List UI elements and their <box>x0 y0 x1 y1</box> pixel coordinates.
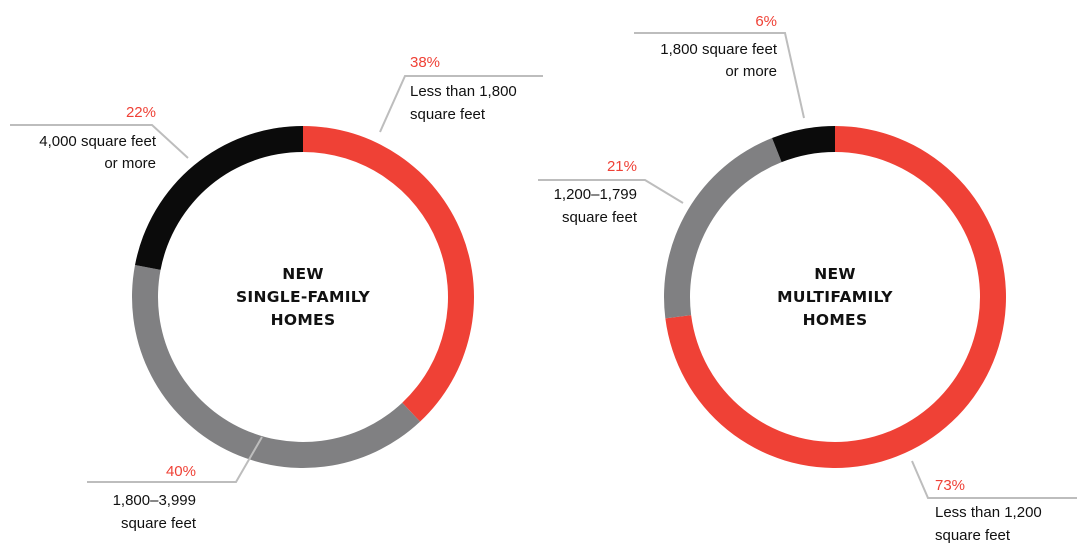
slice-value-label: 21% <box>607 158 637 175</box>
center-label-line: HOMES <box>271 311 336 329</box>
slice-value-label: 6% <box>755 13 777 30</box>
center-label-line: NEW <box>282 265 324 283</box>
leader-line <box>10 124 189 159</box>
slice-category-label: or more <box>725 63 777 80</box>
donut-chart-1: NEW SINGLE-FAMILY HOMES 38% Less than 1,800 s… <box>10 54 543 532</box>
slice-category-label: Less than 1,200 <box>935 504 1042 521</box>
slice-category-label: or more <box>104 155 156 172</box>
center-label-line: SINGLE-FAMILY <box>236 288 371 306</box>
leader-line <box>379 75 543 133</box>
donut-chart-2: NEW MULTIFAMILY HOMES 73% Less than 1,200 squ… <box>538 13 1077 544</box>
slice-value-label: 22% <box>126 104 156 121</box>
center-label-line: NEW <box>814 265 856 283</box>
slice-category-label: 1,800–3,999 <box>113 492 196 509</box>
donut-slice-1-1 <box>303 126 474 422</box>
leader-line <box>634 32 805 119</box>
slice-category-label: square feet <box>562 209 638 226</box>
donut-slice-1-3 <box>135 125 303 270</box>
slice-category-label: square feet <box>410 106 486 123</box>
slice-category-label: square feet <box>121 515 197 532</box>
leader-line <box>87 436 263 483</box>
slice-value-label: 73% <box>935 477 965 494</box>
donut-slice-2-3 <box>772 126 835 163</box>
leader-line <box>911 460 1077 499</box>
center-label-line: MULTIFAMILY <box>777 288 893 306</box>
slice-category-label: Less than 1,800 <box>410 83 517 100</box>
slice-category-label: 1,800 square feet <box>660 41 778 58</box>
slice-category-label: 4,000 square feet <box>39 133 157 150</box>
donut-slice-1-2 <box>132 264 421 468</box>
slice-value-label: 40% <box>166 463 196 480</box>
slice-category-label: 1,200–1,799 <box>554 186 637 203</box>
center-label-line: HOMES <box>803 311 868 329</box>
leader-line <box>538 179 684 204</box>
donut-slice-2-2 <box>664 138 782 319</box>
slice-category-label: square feet <box>935 527 1011 544</box>
slice-value-label: 38% <box>410 54 440 71</box>
